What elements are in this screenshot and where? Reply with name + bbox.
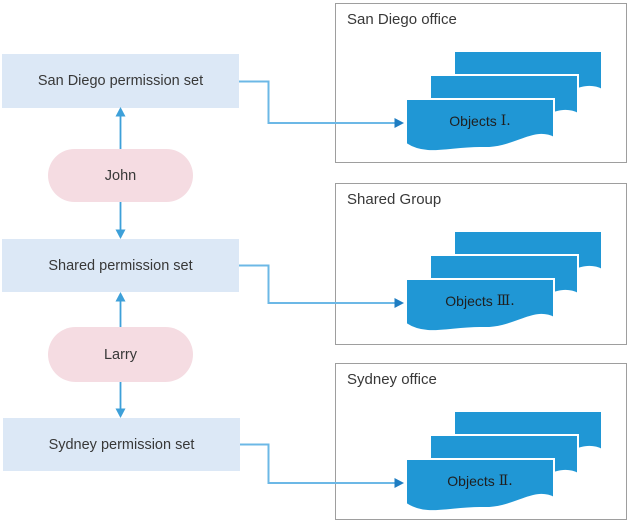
permission-set-sydney: Sydney permission set bbox=[3, 418, 240, 471]
arrow-larry-to-shared bbox=[115, 292, 126, 327]
roman-numeral: Ⅲ. bbox=[496, 293, 515, 309]
arrow-larry-to-sydney bbox=[115, 382, 126, 418]
office-title: Shared Group bbox=[347, 191, 442, 208]
document-shape-front: Objects Ⅱ. bbox=[405, 458, 555, 516]
permission-set-label: San Diego permission set bbox=[37, 73, 204, 89]
roman-numeral: Ⅱ. bbox=[498, 473, 513, 489]
object-label: Objects Ⅱ. bbox=[447, 473, 513, 489]
document-shape-front: Objects Ⅰ. bbox=[405, 98, 555, 156]
permission-set-shared: Shared permission set bbox=[2, 239, 239, 292]
permission-set-san-diego: San Diego permission set bbox=[2, 54, 239, 108]
object-label: Objects Ⅲ. bbox=[445, 293, 515, 309]
office-sydney: Sydney office Objects Ⅱ. bbox=[335, 363, 627, 520]
arrow-john-to-san-diego bbox=[115, 107, 126, 149]
permission-set-label: Sydney permission set bbox=[48, 436, 195, 453]
office-shared-group: Shared Group Objects Ⅲ. bbox=[335, 183, 627, 345]
user-john: John bbox=[48, 149, 193, 202]
object-label: Objects Ⅰ. bbox=[449, 113, 511, 129]
permission-set-label: Shared permission set bbox=[48, 257, 193, 274]
office-title: San Diego office bbox=[347, 11, 457, 28]
user-name-label: Larry bbox=[103, 346, 138, 363]
user-larry: Larry bbox=[48, 327, 193, 382]
document-shape-front: Objects Ⅲ. bbox=[405, 278, 555, 336]
arrow-john-to-shared bbox=[115, 202, 126, 239]
office-title: Sydney office bbox=[347, 371, 437, 388]
roman-numeral: Ⅰ. bbox=[500, 113, 511, 129]
office-san-diego: San Diego office Objects Ⅰ. bbox=[335, 3, 627, 163]
user-name-label: John bbox=[104, 167, 137, 184]
